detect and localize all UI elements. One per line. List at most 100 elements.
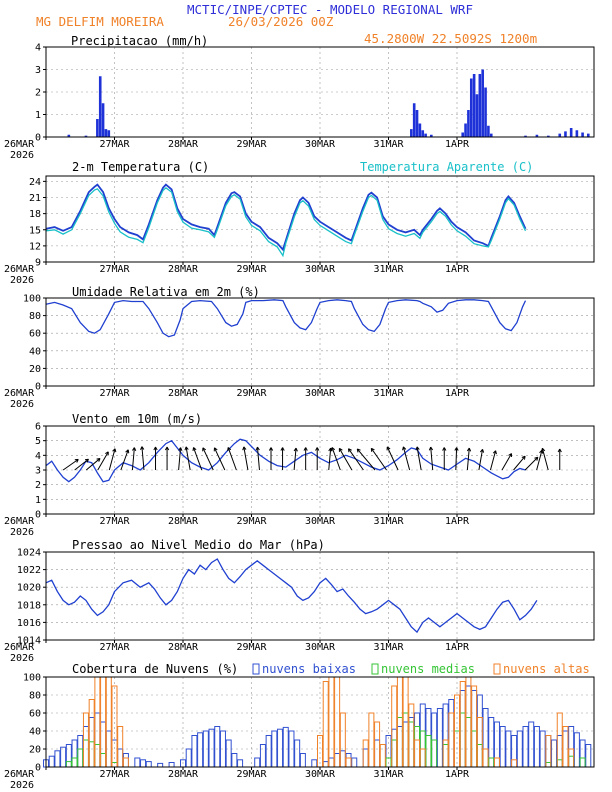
wind-vector bbox=[328, 448, 332, 471]
cloud-bar-nuvens-baixas bbox=[54, 750, 61, 768]
pres-frame bbox=[45, 551, 595, 641]
rh-frame bbox=[45, 297, 595, 387]
wind-xtick-label: 28MAR bbox=[168, 516, 199, 527]
cloud-legend-swatch bbox=[493, 663, 501, 675]
wind-vector-head bbox=[293, 447, 298, 452]
cloud-bar-nuvens-altas bbox=[88, 699, 95, 768]
cloud-bar-nuvens-baixas bbox=[471, 690, 478, 768]
precip-bar bbox=[564, 131, 567, 137]
rh-title: Umidade Relativa em 2m (%) bbox=[72, 285, 260, 299]
header-title: MCTIC/INPE/CPTEC - MODELO REGIONAL WRF bbox=[187, 2, 473, 17]
rh-year-label: 2026 bbox=[10, 399, 34, 410]
pres-ytick-label: 1016 bbox=[17, 618, 41, 629]
cloud-bar-nuvens-altas bbox=[511, 759, 518, 768]
precip-xtick-label: 29MAR bbox=[236, 139, 267, 150]
cloud-bar-nuvens-altas bbox=[339, 712, 346, 768]
cloud-bar-nuvens-baixas bbox=[231, 753, 238, 768]
pres-panel: Pressao ao Nivel Medio do Mar (hPa) 1014 1… bbox=[4, 538, 595, 664]
cloud-bar-nuvens-altas bbox=[368, 712, 375, 768]
rh-xtick-label: 31MAR bbox=[373, 388, 404, 399]
wind-vector-head bbox=[315, 447, 320, 451]
temp-ytick-label: 18 bbox=[29, 209, 41, 220]
wind-ytick-label: 6 bbox=[35, 422, 41, 433]
cloud-bar-nuvens-altas bbox=[465, 676, 472, 768]
precip-bar bbox=[104, 129, 108, 137]
temp-xtick-label: 27MAR bbox=[99, 264, 130, 275]
precip-bar bbox=[84, 135, 88, 137]
wind-vector bbox=[386, 446, 399, 471]
rh-ytick-label: 20 bbox=[29, 364, 41, 375]
precip-year-label: 2026 bbox=[10, 150, 34, 161]
wind-vector-head bbox=[521, 455, 526, 460]
precip-bar bbox=[461, 132, 465, 137]
wind-vector-head bbox=[303, 447, 308, 451]
cloud-bar-nuvens-baixas bbox=[237, 759, 244, 768]
precip-bar bbox=[478, 74, 482, 137]
cloud-bar-nuvens-medias bbox=[396, 717, 403, 768]
cloud-bar-nuvens-altas bbox=[345, 757, 352, 768]
cloud-bar-nuvens-baixas bbox=[556, 735, 563, 768]
wind-vector-head bbox=[402, 446, 407, 451]
wind-vector bbox=[227, 447, 237, 471]
wind-vector-head bbox=[213, 447, 218, 452]
wind-ytick-label: 2 bbox=[35, 480, 41, 491]
wind-vector bbox=[131, 447, 135, 471]
cloud-bar-nuvens-baixas bbox=[191, 735, 198, 768]
wind-year-label: 2026 bbox=[10, 527, 34, 538]
cloud-bar-nuvens-altas bbox=[493, 757, 500, 768]
wind-ytick-label: 1 bbox=[35, 495, 41, 506]
temp-ytick-label: 15 bbox=[29, 225, 41, 236]
cloud-bar-nuvens-baixas bbox=[522, 726, 529, 768]
clouds-year-label: 2026 bbox=[10, 780, 34, 791]
precip-xtick-label: 26MAR bbox=[4, 139, 35, 150]
pres-xtick-label: 28MAR bbox=[168, 642, 199, 653]
precip-xtick-label: 1APR bbox=[445, 139, 470, 150]
precip-bar bbox=[412, 103, 416, 137]
pres-ytick-label: 1018 bbox=[17, 600, 41, 611]
cloud-bar-nuvens-medias bbox=[465, 717, 472, 768]
rh-xtick-label: 29MAR bbox=[236, 388, 267, 399]
clouds-xtick-label: 28MAR bbox=[168, 769, 199, 780]
cloud-bar-nuvens-baixas bbox=[339, 750, 346, 768]
cloud-bar-nuvens-baixas bbox=[568, 726, 575, 768]
cloud-bar-nuvens-baixas bbox=[254, 757, 261, 768]
clouds-xtick-label: 30MAR bbox=[305, 769, 336, 780]
cloud-bar-nuvens-medias bbox=[77, 748, 84, 768]
wind-xtick-label: 27MAR bbox=[99, 516, 130, 527]
wind-ytick-label: 5 bbox=[35, 436, 41, 447]
wind-vector bbox=[541, 448, 549, 471]
precip-bar bbox=[410, 129, 413, 137]
wind-vector-head bbox=[415, 446, 420, 451]
wind-vector bbox=[455, 447, 458, 471]
precip-bar bbox=[558, 133, 562, 137]
precip-ytick-label: 4 bbox=[35, 43, 41, 54]
cloud-bar-nuvens-altas bbox=[459, 681, 466, 768]
cloud-bar-nuvens-baixas bbox=[402, 721, 409, 768]
temp-series-Temperatura bbox=[45, 183, 527, 252]
pres-ytick-label: 1024 bbox=[17, 548, 41, 559]
wind-vector-head bbox=[184, 446, 189, 451]
temp-ytick-label: 24 bbox=[29, 177, 41, 188]
clouds-ytick-label: 80 bbox=[29, 691, 41, 702]
pres-xtick-label: 27MAR bbox=[99, 642, 130, 653]
cloud-bar-nuvens-altas bbox=[362, 739, 369, 768]
cloud-bar-nuvens-medias bbox=[100, 753, 107, 768]
wind-vector-head bbox=[348, 448, 352, 453]
cloud-bar-nuvens-baixas bbox=[77, 735, 84, 768]
cloud-bar-nuvens-baixas bbox=[396, 726, 403, 768]
precip-xtick-label: 27MAR bbox=[99, 139, 130, 150]
precip-bar bbox=[581, 132, 584, 137]
temp-xtick-label: 30MAR bbox=[305, 264, 336, 275]
cloud-bar-nuvens-baixas bbox=[499, 726, 506, 768]
wind-vector bbox=[85, 458, 101, 471]
wind-vector bbox=[513, 455, 526, 471]
cloud-bar-nuvens-baixas bbox=[134, 757, 141, 768]
precip-bar bbox=[489, 133, 493, 137]
cloud-bar-nuvens-baixas bbox=[374, 739, 381, 768]
wind-vector-head bbox=[268, 447, 274, 451]
cloud-bar-nuvens-baixas bbox=[100, 721, 107, 768]
clouds-ytick-label: 100 bbox=[23, 673, 41, 684]
cloud-bar-nuvens-baixas bbox=[408, 717, 415, 768]
clouds-title: Cobertura de Nuvens (%) bbox=[72, 662, 238, 676]
